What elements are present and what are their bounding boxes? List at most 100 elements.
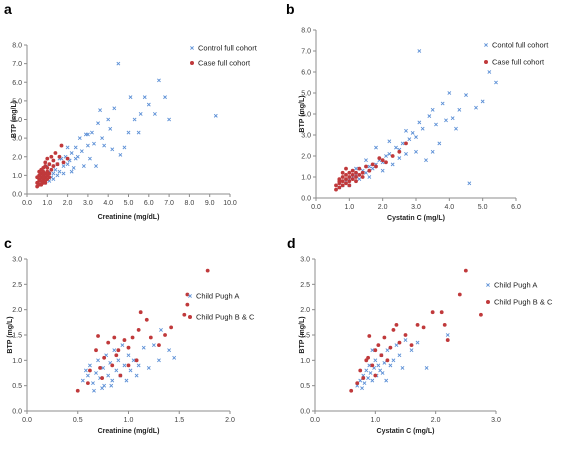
data-point-x [102, 143, 107, 148]
data-point-dot [185, 292, 190, 297]
data-point-x [106, 117, 111, 122]
x-tick-label: 3.0 [491, 417, 501, 424]
data-point-dot [39, 182, 44, 187]
data-point-dot [390, 154, 395, 158]
x-tick-label: 8.0 [185, 200, 195, 207]
series-dot [75, 268, 210, 393]
x-tick-label: 1.0 [124, 417, 134, 424]
y-tick-label: 2.0 [12, 307, 22, 314]
data-point-dot [370, 162, 375, 167]
x-tick-label: 1.0 [370, 417, 380, 424]
x-tick-label: 1.0 [42, 200, 52, 207]
data-point-dot [349, 388, 354, 393]
data-point-x [85, 132, 90, 137]
data-point-dot [404, 141, 408, 146]
data-point-x [410, 130, 415, 135]
data-point-x [85, 143, 90, 148]
series-cross [355, 333, 450, 391]
data-point-dot [75, 388, 80, 393]
data-point-x [114, 368, 119, 373]
data-point-dot [136, 328, 141, 332]
data-point-dot [51, 164, 56, 168]
data-point-x [366, 376, 371, 380]
data-point-dot [391, 328, 396, 332]
data-point-dot [61, 160, 66, 165]
y-tick-label: 2.0 [300, 307, 310, 314]
data-point-x [83, 368, 88, 373]
y-tick-label: 0.0 [12, 192, 22, 199]
data-point-x [110, 378, 115, 383]
legend-label: Child Pugh A [196, 292, 239, 301]
y-tick-label: 0.0 [301, 196, 311, 203]
data-point-dot [430, 310, 435, 315]
data-point-x [61, 164, 66, 168]
data-point-x [354, 166, 358, 171]
panel-letter: c [4, 235, 12, 251]
panel-d: 0.0 1.0 2.0 3.0 0.0 0.5 1.0 1.5 2.0 2.5 3.0 Cystati… [287, 235, 553, 435]
x-tick-label: 2.0 [378, 204, 388, 211]
data-point-x [368, 371, 373, 375]
y-tick-label: 3.0 [301, 133, 311, 140]
data-point-dot [344, 181, 348, 186]
data-point-x [385, 348, 390, 353]
data-point-dot [376, 343, 381, 348]
y-tick-label: 5.0 [12, 98, 22, 105]
data-point-dot [126, 363, 131, 368]
data-point-x [417, 49, 422, 53]
y-tick-label: 8.0 [301, 28, 311, 35]
data-point-x [91, 381, 95, 386]
y-tick-label: 2.0 [12, 154, 22, 161]
data-point-dot [37, 179, 42, 183]
data-point-dot [344, 166, 348, 171]
y-tick-label: 2.0 [301, 154, 311, 161]
data-point-x [167, 117, 172, 122]
panel-letter: a [4, 1, 12, 17]
data-point-dot [94, 348, 98, 353]
data-point-x [414, 149, 418, 154]
data-point-x [90, 130, 94, 135]
data-point-x [474, 105, 478, 110]
series-cross [337, 49, 498, 190]
data-point-x [146, 102, 151, 107]
data-point-dot [445, 338, 450, 342]
data-point-x [122, 145, 127, 150]
data-point-x [376, 363, 381, 368]
data-point-x [172, 355, 177, 360]
data-point-dot [53, 151, 58, 155]
data-point-x [142, 95, 147, 100]
x-tick-label: 2.0 [63, 200, 73, 207]
data-point-dot [394, 322, 399, 327]
data-point-x [373, 358, 378, 363]
data-point-x [96, 358, 100, 363]
data-point-x [128, 95, 133, 100]
y-tick-label: 1.0 [300, 358, 310, 365]
data-point-x [370, 378, 375, 383]
data-point-x [116, 61, 121, 66]
data-point-x [403, 338, 408, 342]
x-tick-label: 0.0 [311, 204, 321, 211]
data-point-x [464, 93, 468, 98]
x-axis-label: Cystatin C (mg/L) [377, 428, 435, 435]
data-point-x [73, 145, 78, 150]
data-point-x [424, 158, 428, 163]
data-point-x [430, 149, 435, 154]
data-point-x [362, 381, 367, 386]
data-point-dot [112, 335, 117, 340]
data-point-x [424, 366, 429, 370]
y-tick-label: 6.0 [301, 70, 311, 77]
data-point-dot [350, 168, 355, 173]
data-point-dot [344, 173, 348, 177]
data-point-dot [185, 302, 190, 307]
data-point-dot [334, 183, 338, 188]
x-tick-label: 4.0 [103, 200, 113, 207]
data-point-dot [347, 170, 352, 175]
data-point-x [407, 137, 412, 142]
data-point-x [384, 154, 388, 158]
data-point-x [440, 101, 445, 106]
data-point-x [390, 162, 395, 167]
data-point-dot [463, 268, 468, 273]
y-axis-label: BTP (mg/L) [11, 101, 18, 138]
data-point-dot [354, 179, 358, 184]
data-point-dot [43, 160, 48, 165]
data-point-x [88, 156, 92, 161]
